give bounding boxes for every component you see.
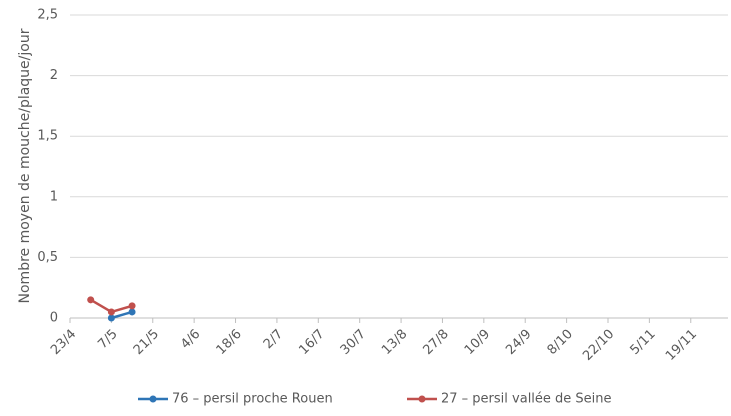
- series-line: [111, 310, 133, 320]
- data-point: [128, 302, 136, 310]
- x-tick-label: 4/6: [178, 327, 203, 352]
- y-tick-label: 1,5: [37, 129, 58, 144]
- y-tick-label: 0,5: [37, 250, 58, 265]
- x-tick-label: 21/5: [131, 327, 162, 358]
- x-tick-label: 27/8: [420, 327, 451, 358]
- x-tick-label: 23/4: [48, 327, 79, 358]
- x-tick-label: 5/11: [627, 327, 658, 358]
- x-tick-label: 2/7: [261, 327, 286, 352]
- y-tick-label: 2: [50, 68, 58, 83]
- x-tick-label: 24/9: [503, 327, 534, 358]
- legend-label: 76 – persil proche Rouen: [172, 392, 333, 407]
- x-tick-label: 22/10: [580, 327, 617, 364]
- legend-marker: [418, 395, 426, 403]
- x-tick-label: 30/7: [338, 327, 369, 358]
- x-tick-label: 8/10: [545, 327, 576, 358]
- x-tick-label: 18/6: [214, 327, 245, 358]
- x-tick-label: 13/8: [379, 327, 410, 358]
- x-tick-label: 7/5: [95, 327, 120, 352]
- data-point: [87, 296, 95, 304]
- legend-label: 27 – persil vallée de Seine: [441, 392, 612, 407]
- y-tick-label: 1: [50, 189, 58, 204]
- x-tick-label: 19/11: [663, 327, 700, 364]
- y-tick-label: 2,5: [37, 8, 58, 23]
- y-tick-label: 0: [50, 311, 58, 326]
- data-point: [107, 314, 115, 322]
- y-axis-title: Nombre moyen de mouche/plaque/jour: [17, 28, 33, 303]
- data-point: [107, 308, 115, 316]
- x-tick-label: 10/9: [462, 327, 493, 358]
- x-tick-label: 16/7: [296, 327, 327, 358]
- data-point: [128, 308, 136, 316]
- legend-marker: [149, 395, 157, 403]
